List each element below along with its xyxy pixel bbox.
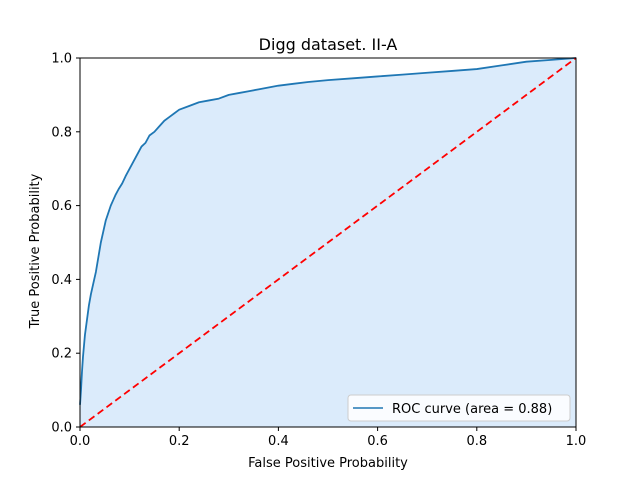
- y-tick-label: 0.2: [51, 347, 72, 362]
- x-tick-label: 1.0: [566, 434, 587, 449]
- legend: ROC curve (area = 0.88): [347, 394, 571, 422]
- y-tick-label: 1.0: [51, 52, 72, 67]
- x-tick-label: 0.0: [70, 434, 91, 449]
- y-tick-label: 0.4: [51, 273, 72, 288]
- y-tick-label: 0.8: [51, 125, 72, 140]
- x-tick-label: 0.2: [169, 434, 190, 449]
- plot-area-frame: [79, 57, 577, 428]
- x-axis-label: False Positive Probability: [248, 456, 408, 471]
- y-tick-label: 0.6: [51, 199, 72, 214]
- x-tick-label: 0.6: [367, 434, 388, 449]
- legend-label-roc: ROC curve (area = 0.88): [392, 402, 552, 417]
- y-axis-label: True Positive Probability: [28, 173, 43, 329]
- legend-box: [347, 394, 571, 422]
- diagonal-reference-line: [79, 57, 577, 428]
- x-tick-label: 0.4: [268, 434, 289, 449]
- chart-title: Digg dataset. II-A: [259, 35, 398, 54]
- axes-layer: [79, 57, 577, 428]
- roc-curve-line: [79, 57, 577, 405]
- x-tick-label: 0.8: [466, 434, 487, 449]
- y-tick-label: 0.0: [51, 421, 72, 436]
- series-line-layer: [79, 57, 577, 428]
- ticks-layer: 0.0 0.2 0.4 0.6 0.8 1.0 0.0 0.2 0.4 0.6 0.8 1.0: [51, 52, 586, 450]
